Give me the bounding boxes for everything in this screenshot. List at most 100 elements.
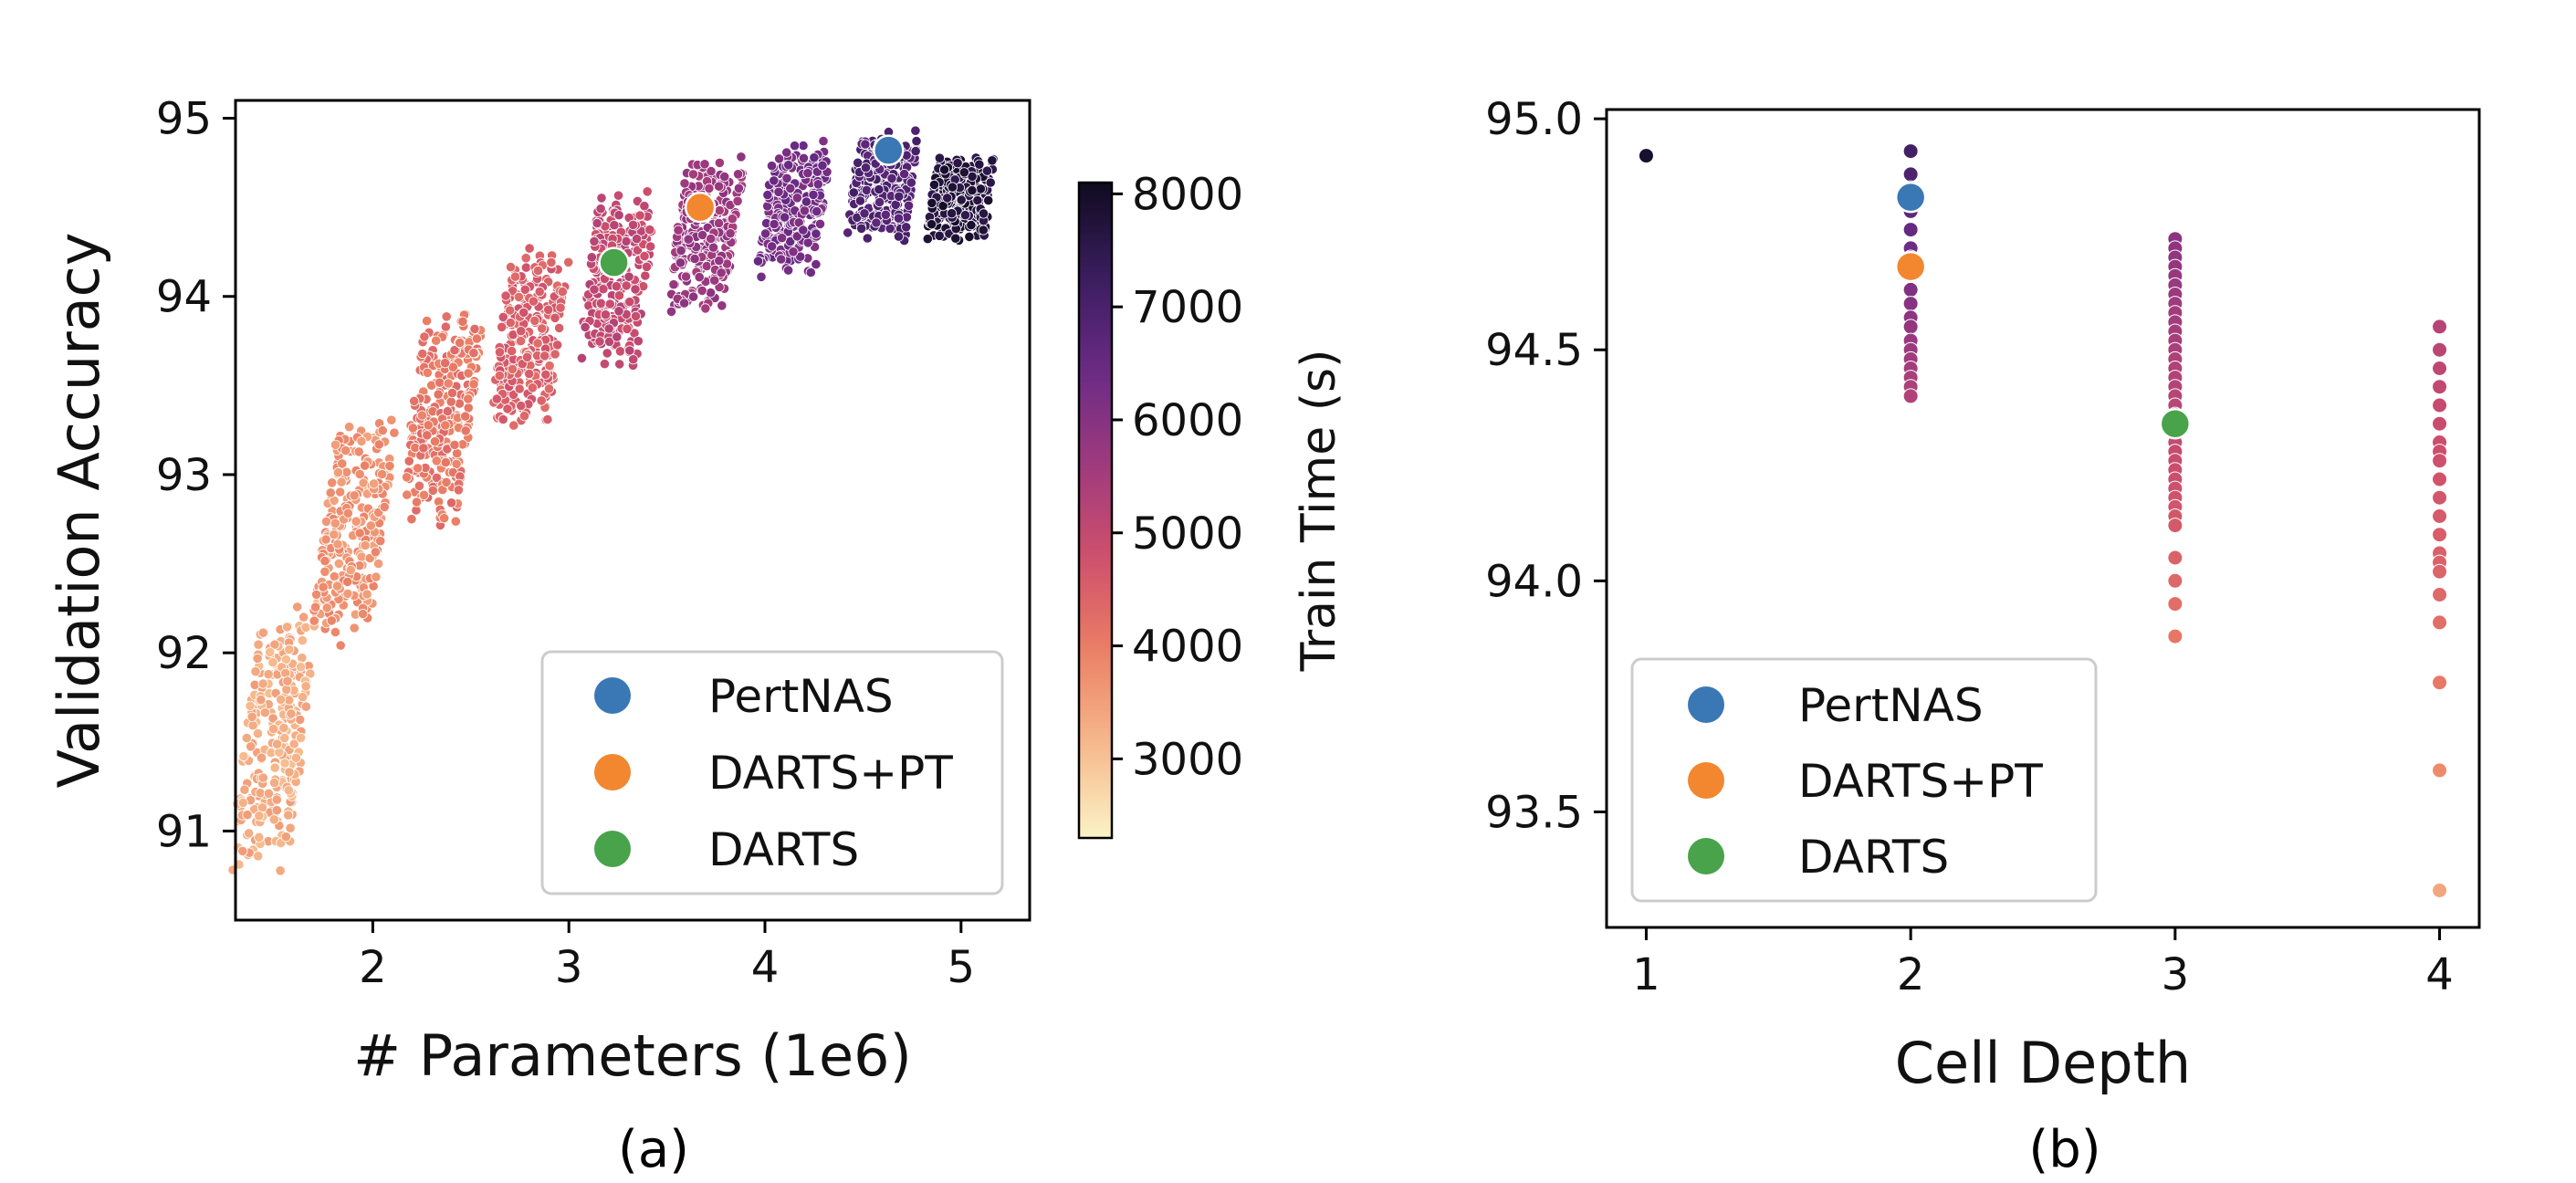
chart-a-x-tick-label: 3 [555,942,583,993]
chart-a-point [502,403,513,414]
chart-a-point [769,175,780,186]
chart-a-point [271,738,283,749]
chart-a-point [386,414,397,425]
chart-a-point [269,639,280,650]
chart-a-point [551,340,563,351]
chart-a-point [874,183,885,195]
chart-a-point [245,700,256,712]
chart-b-point [2432,415,2448,432]
chart-a-y-tick-label: 92 [156,628,212,679]
chart-a-point [508,420,519,431]
chart-b-point [2432,614,2448,631]
chart-a-point [589,284,600,295]
chart-a-point [783,160,794,171]
chart-a-point [295,662,307,673]
chart-a-point [403,455,414,466]
chart-a-point [709,275,720,286]
chart-a-point [337,458,348,469]
chart-a-point [455,337,466,349]
chart-a-point [843,227,853,238]
chart-a-point [349,623,360,633]
chart-b-point [2432,675,2448,691]
chart-a-point [370,547,381,558]
chart-a-point [376,468,388,480]
chart-b-point [2432,587,2448,602]
chart-a-point [253,851,264,862]
chart-a-point [861,184,873,195]
colorbar-tick-label: 8000 [1132,169,1243,220]
chart-a-point [603,336,615,347]
chart-a-point [468,348,479,359]
chart-a-point [808,189,819,200]
chart-a-point [563,256,574,267]
chart-a-point [357,608,369,620]
chart-a-point [543,304,554,315]
chart-a-point [279,732,290,744]
chart-a-point [550,312,560,323]
chart-a-point [644,225,655,236]
chart-a-point [401,472,413,483]
chart-a-point [515,335,527,347]
chart-a-point [665,306,677,317]
chart-a-point [675,245,686,256]
chart-a-point [814,218,826,229]
chart-a-point [365,520,376,531]
chart-a-point [418,489,430,500]
chart-b-legend-label-pertnas: PertNAS [1798,679,1984,732]
chart-a-point [422,430,433,441]
chart-a-x-tick-label: 5 [948,942,976,993]
chart-a-point [359,460,371,471]
chart-a-point [964,231,975,242]
chart-a-point [343,422,355,433]
chart-a-point [776,254,787,265]
chart-a-point [295,714,306,726]
chart-b-plot-frame [1605,108,2481,929]
chart-a-point [256,695,267,706]
chart-a-point [520,253,531,264]
chart-a-point [630,284,641,295]
chart-a-point [263,788,274,799]
chart-a-ylabel: Validation Accuracy [46,233,112,789]
chart-b-point [1902,143,1919,160]
chart-a-point [252,653,263,665]
chart-a-legend-marker-darts [594,831,631,867]
chart-b-x-tick-label: 2 [1897,949,1925,1000]
chart-a-point [927,197,937,208]
chart-a-point [320,534,331,545]
chart-a-point [354,528,365,539]
chart-a-x-tick-label: 2 [359,942,387,993]
chart-a-point [519,284,530,295]
chart-a-point [239,784,250,795]
chart-a-point [859,208,870,219]
chart-b-points [1638,143,2448,898]
chart-a-point [798,225,809,236]
chart-a-point [454,398,465,409]
chart-a-point [434,377,445,388]
chart-a-point [543,383,555,394]
chart-a-point [254,811,265,822]
chart-a-y-tick-label: 91 [156,806,212,857]
chart-a-point [516,400,527,412]
chart-a-point [696,285,707,296]
chart-b-point [2167,628,2183,644]
chart-a-point [752,256,764,267]
chart-a-point [798,141,809,152]
chart-a-point [967,185,978,196]
chart-a-point [491,393,502,404]
chart-a-point [309,615,319,626]
chart-a-point [713,181,725,192]
chart-a-point [634,210,645,221]
chart-a-marker-pertnas [873,134,905,166]
chart-a-point [327,477,338,488]
chart-a-point [505,261,517,273]
chart-a-point [687,291,699,302]
chart-b-point [2167,572,2183,589]
chart-a-point [361,589,372,600]
chart-b-point [2432,762,2448,779]
chart-a-point [407,423,418,434]
chart-a-point [422,367,433,378]
chart-a-point [633,336,644,347]
chart-b-point [2432,361,2448,376]
chart-a-point [795,251,806,262]
chart-a-point [372,558,384,570]
